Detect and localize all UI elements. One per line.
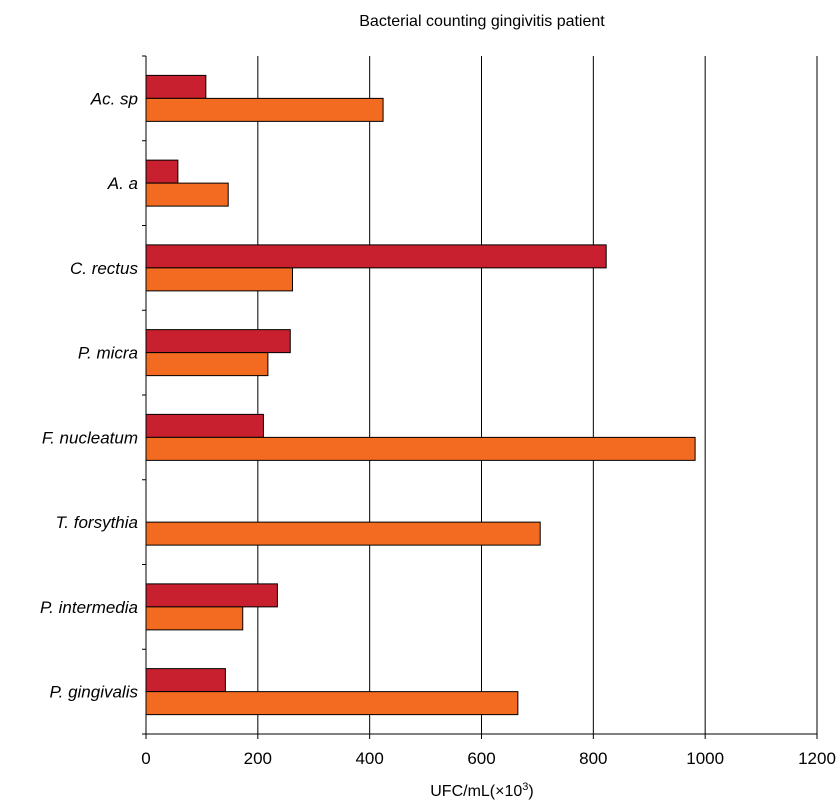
bar-series2-0	[145, 97, 384, 122]
x-tick-label-1200: 1200	[798, 749, 836, 768]
x-axis-title-text: UFC/mL(×10	[430, 783, 522, 800]
category-label-6: P. intermedia	[40, 598, 138, 617]
bar-series2-5	[145, 521, 541, 546]
category-label-7: P. gingivalis	[49, 683, 138, 702]
bar-series2-7	[145, 691, 519, 716]
category-label-5: T. forsythia	[55, 513, 138, 532]
x-tick-label-400: 400	[355, 749, 383, 768]
x-axis-title-suffix: )	[528, 783, 533, 800]
chart-title: Bacterial counting gingivitis patient	[359, 13, 605, 30]
bar-series1-3	[145, 329, 291, 354]
bar-series1-6	[145, 583, 278, 608]
category-label-4: F. nucleatum	[42, 428, 138, 447]
bar-series2-3	[145, 352, 269, 377]
x-axis-title: UFC/mL(×103)	[430, 781, 533, 800]
bar-series2-1	[145, 182, 229, 207]
category-label-0: Ac. sp	[90, 89, 138, 108]
x-tick-label-0: 0	[141, 749, 150, 768]
bar-series1-2	[145, 244, 607, 269]
x-axis-title-superscript: 3	[522, 781, 528, 793]
bar-series2-4	[145, 436, 696, 461]
bar-series1-0	[145, 74, 207, 99]
category-label-3: P. micra	[78, 344, 138, 363]
bar-series2-2	[145, 267, 294, 292]
bar-series1-4	[145, 413, 264, 438]
bars	[145, 74, 696, 716]
x-tick-label-600: 600	[467, 749, 495, 768]
category-label-2: C. rectus	[70, 259, 139, 278]
labels: Ac. sp A. a C. rectus P. micra F. nucleatum T…	[40, 89, 836, 768]
axes	[142, 55, 818, 739]
x-tick-label-800: 800	[579, 749, 607, 768]
bar-series1-1	[145, 159, 179, 184]
grid-lines	[257, 56, 818, 734]
bar-series2-6	[145, 606, 244, 631]
x-tick-label-1000: 1000	[686, 749, 724, 768]
x-tick-label-200: 200	[244, 749, 272, 768]
bar-series1-7	[145, 668, 226, 693]
category-label-1: A. a	[107, 174, 138, 193]
